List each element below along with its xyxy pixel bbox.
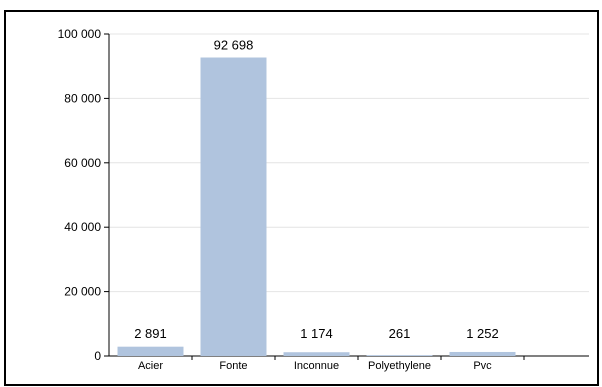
grid-lines xyxy=(109,33,589,293)
data-label: 1 174 xyxy=(300,326,333,341)
data-label: 2 891 xyxy=(134,326,167,341)
labels: Acier 2 891 Fonte 92 698 Inconnue 1 174 Polyet… xyxy=(134,38,499,372)
x-tick-label: Inconnue xyxy=(294,360,339,372)
axes: 0 20 000 40 000 60 000 80 000 100 000 xyxy=(58,27,589,363)
data-label: 261 xyxy=(389,326,411,341)
y-tick-label: 0 xyxy=(94,349,101,363)
bar-inconnue xyxy=(283,352,350,356)
bar-acier xyxy=(117,346,184,356)
x-tick-label: Acier xyxy=(138,360,163,372)
y-tick-label: 80 000 xyxy=(64,91,101,105)
data-label: 92 698 xyxy=(214,38,254,53)
data-label: 1 252 xyxy=(466,326,499,341)
y-tick-label: 40 000 xyxy=(64,220,101,234)
x-tick-label: Polyethylene xyxy=(368,360,431,372)
y-tick-label: 100 000 xyxy=(58,27,102,41)
x-tick-label: Fonte xyxy=(219,360,247,372)
bar-polyethylene xyxy=(366,355,433,356)
bar-fonte xyxy=(200,57,267,356)
y-tick-label: 20 000 xyxy=(64,285,101,299)
bar-pvc xyxy=(449,351,516,356)
bars xyxy=(117,57,516,356)
y-tick-label: 60 000 xyxy=(64,156,101,170)
x-tick-label: Pvc xyxy=(473,360,492,372)
chart-frame xyxy=(4,10,599,386)
